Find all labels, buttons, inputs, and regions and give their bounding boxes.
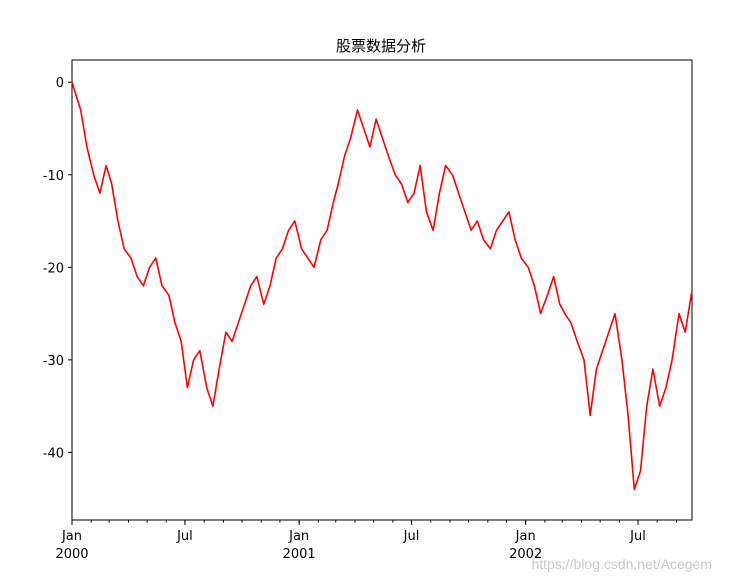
x-tick-label: Jan [61,529,82,544]
y-tick-label: -40 [43,446,64,461]
x-tick-label: Jan [288,529,309,544]
plot-frame [71,59,693,521]
x-tick-label: Jan [515,529,536,544]
y-tick-label: -20 [43,261,64,276]
x-tick-year-label: 2000 [55,547,88,562]
y-tick-label: -30 [43,354,64,369]
x-tick-label: Jul [403,529,420,544]
y-tick-label: -10 [43,169,64,184]
y-tick-label: 0 [56,76,64,91]
watermark-text: https://blog.csdn.net/Acegem [531,556,712,572]
plot-area: 0 -10 -20 -30 -40 Jan 2000 Jul Jan 2001 Jul Jan 2002… [43,59,693,562]
x-tick-label: Jul [176,529,193,544]
series-line-0 [71,81,693,491]
x-tick-year-label: 2002 [509,547,542,562]
x-tick-year-label: 2001 [283,547,316,562]
x-tick-label: Jul [629,529,646,544]
chart-title: 股票数据分析 [336,37,426,55]
